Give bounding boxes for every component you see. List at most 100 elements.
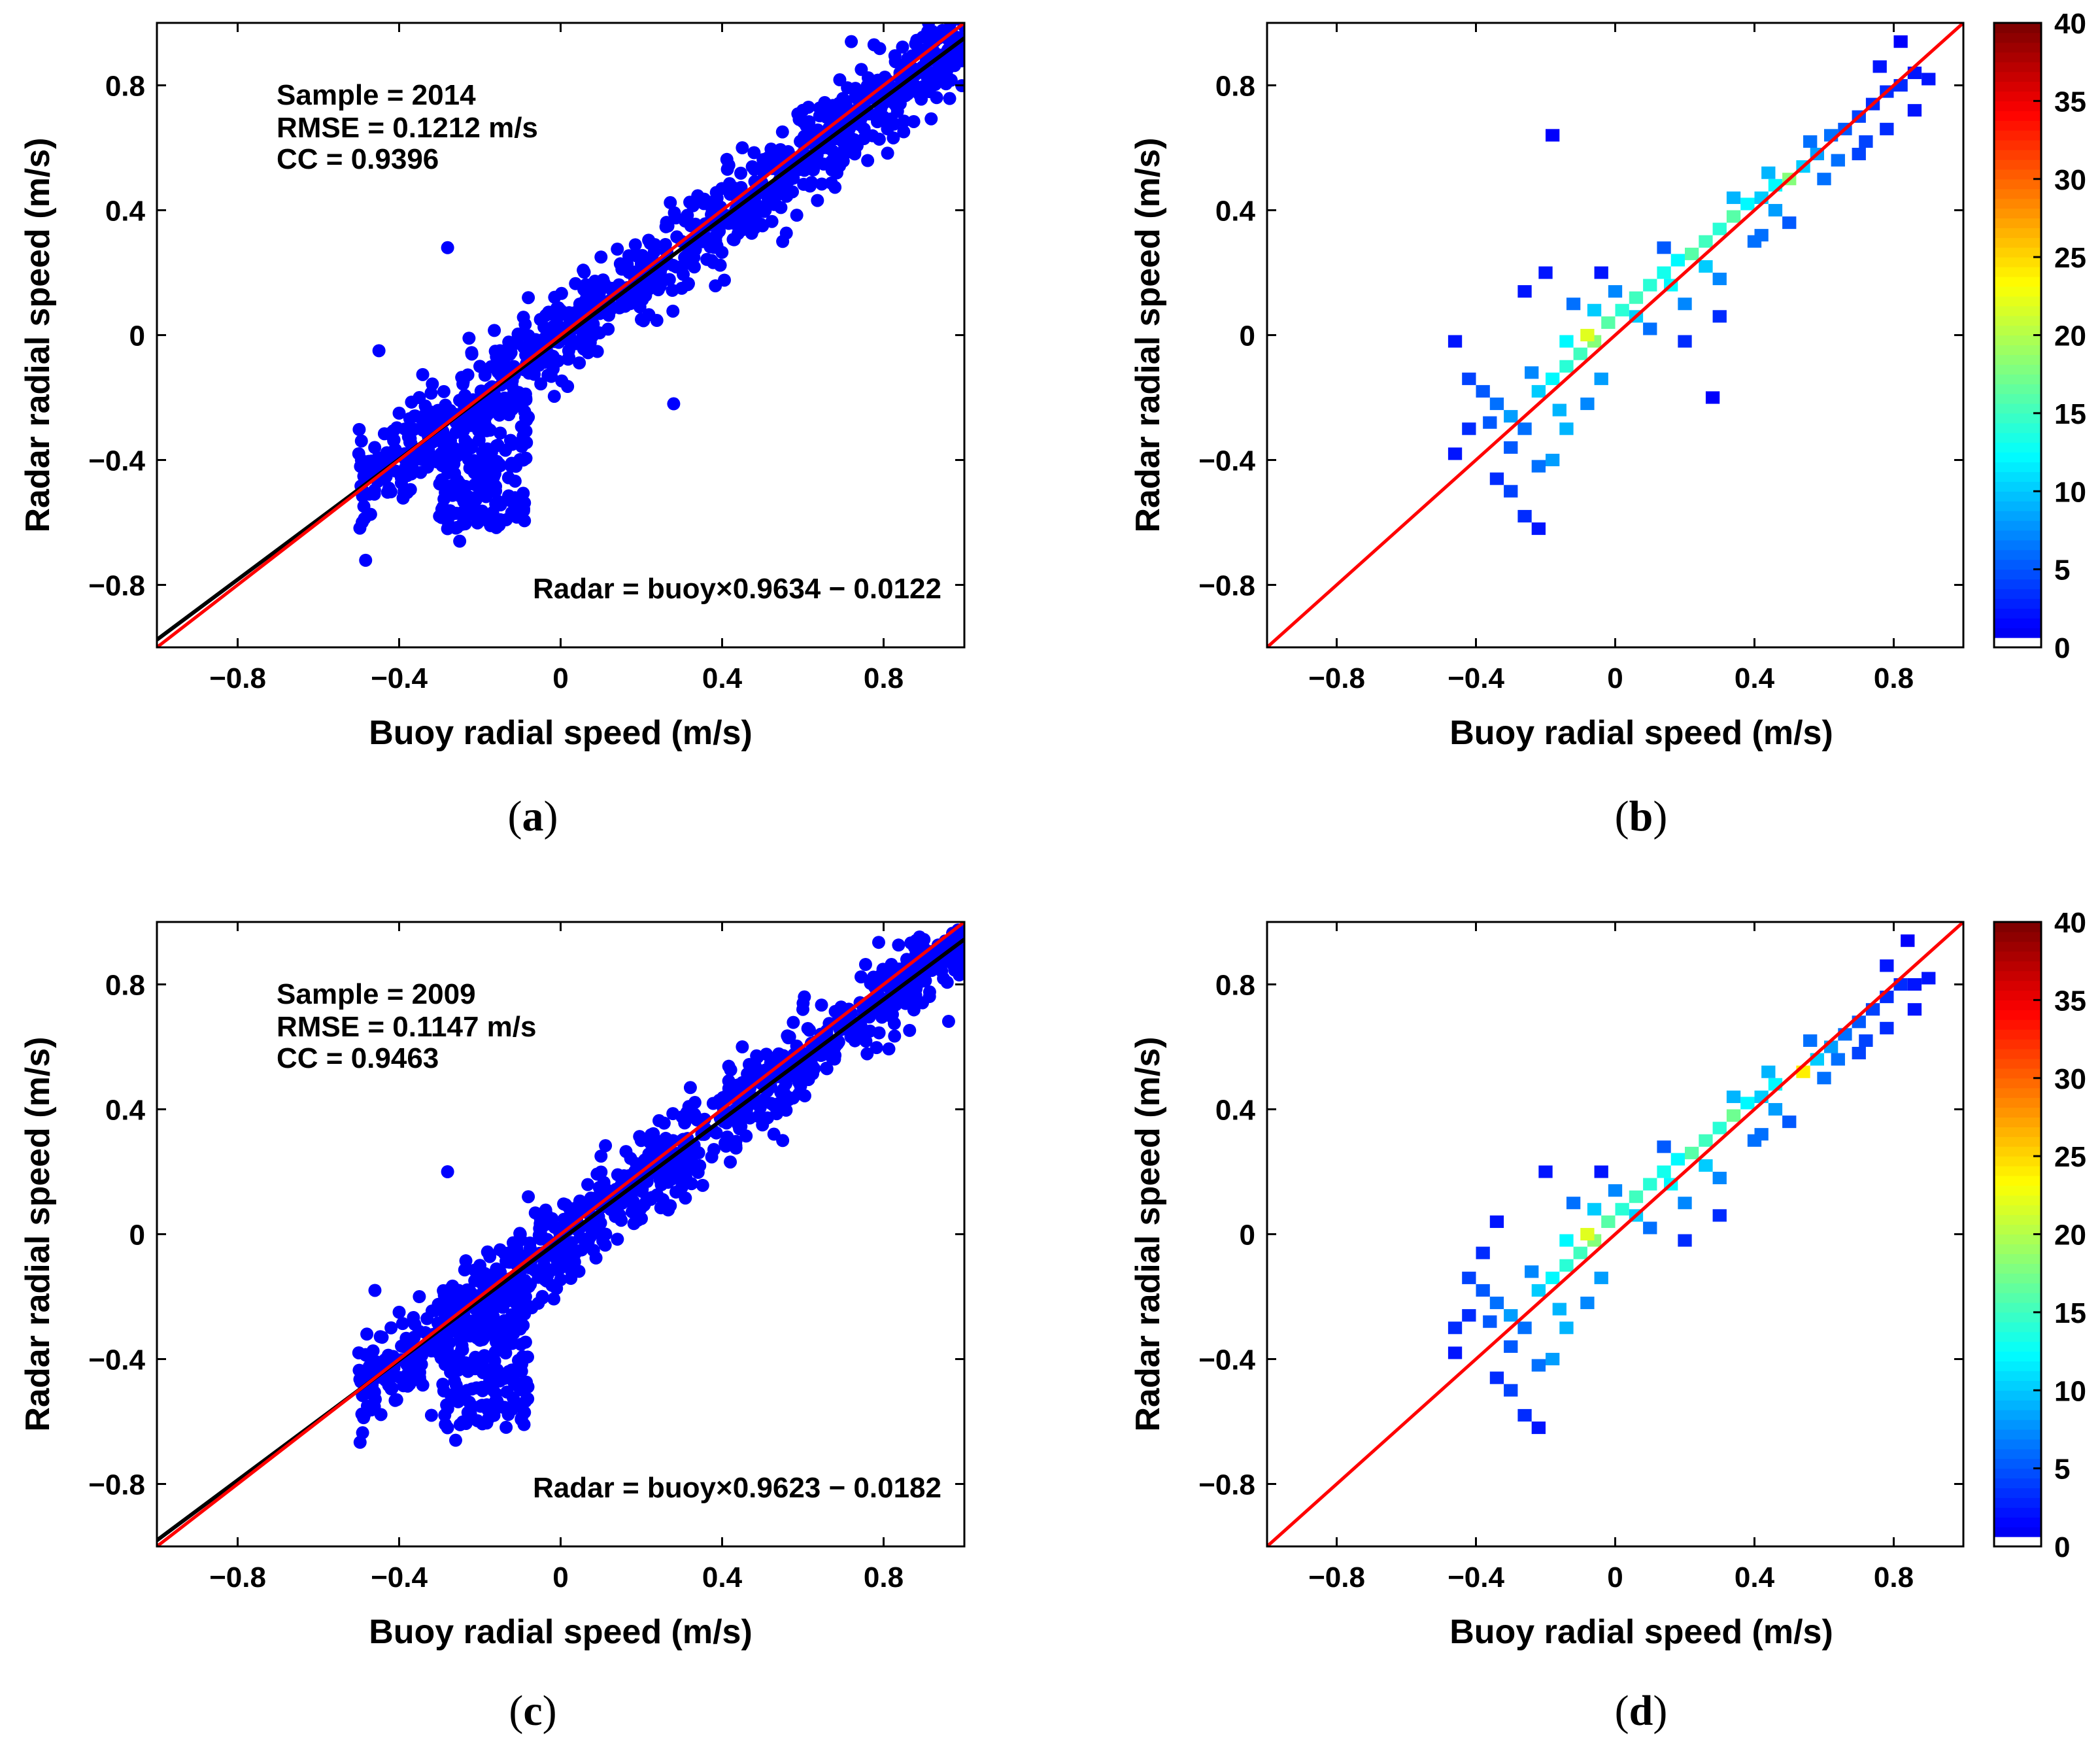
colorbar-swatch <box>1994 608 2041 619</box>
scatter-point <box>555 374 569 388</box>
colorbar-swatch <box>1994 1156 2041 1167</box>
heatmap-cell <box>1580 398 1595 411</box>
heatmap-cell <box>1699 235 1713 248</box>
scatter-point <box>824 176 838 190</box>
scatter-point <box>533 313 547 326</box>
heatmap-cell <box>1831 154 1845 167</box>
scatter-point <box>693 1159 707 1172</box>
fit-line <box>157 36 964 641</box>
heatmap-cell <box>1678 335 1692 348</box>
heatmap-cell <box>1740 1097 1755 1110</box>
heatmap-cell <box>1517 509 1532 522</box>
heatmap-cell <box>1712 273 1727 286</box>
colorbar-swatch <box>1994 188 2041 199</box>
heatmap-cell <box>1608 1184 1623 1197</box>
scatter-point <box>916 996 930 1010</box>
scatter-point <box>494 406 508 420</box>
scatter-point <box>857 122 871 136</box>
scatter-point <box>758 203 772 217</box>
colorbar-swatch <box>1994 422 2041 434</box>
y-tick-label: 0 <box>1240 1219 1255 1252</box>
scatter-point <box>624 1170 637 1184</box>
colorbar-swatch <box>1994 1458 2041 1469</box>
scatter-point <box>870 1041 883 1055</box>
scatter-point <box>398 1340 411 1354</box>
heatmap-cell <box>1462 1271 1476 1284</box>
scatter-point <box>888 995 902 1009</box>
scatter-point <box>454 490 468 504</box>
plot-content <box>1267 922 1963 1546</box>
scatter-point <box>669 1159 683 1173</box>
heatmap-cell <box>1615 1202 1629 1216</box>
heatmap-cell <box>1657 266 1671 279</box>
colorbar-swatch <box>1994 638 2041 648</box>
scatter-point <box>736 1040 749 1053</box>
y-tick-label: 0.4 <box>1215 1095 1256 1127</box>
heatmap-cell <box>1712 1172 1727 1185</box>
scatter-point <box>858 958 872 972</box>
scatter-point <box>635 1212 648 1225</box>
scatter-point <box>816 109 830 122</box>
scatter-point <box>501 471 515 485</box>
heatmap-cell <box>1462 372 1476 385</box>
colorbar-swatch <box>1994 559 2041 570</box>
scatter-point <box>513 1227 527 1241</box>
scatter-point <box>550 301 564 315</box>
scatter-point <box>513 328 527 342</box>
scatter-point <box>650 314 664 328</box>
scatter-point <box>574 1202 588 1216</box>
scatter-point <box>472 488 486 502</box>
scatter-point <box>469 1381 483 1395</box>
scatter-point <box>490 1262 503 1276</box>
colorbar-swatch <box>1994 579 2041 590</box>
scatter-point <box>855 63 868 77</box>
scatter-point <box>522 366 535 380</box>
heatmap-cell <box>1901 934 1915 947</box>
heatmap-cell <box>1880 1021 1894 1034</box>
scatter-point <box>481 422 495 435</box>
scatter-point <box>777 1083 790 1097</box>
heatmap-cell <box>1531 1284 1546 1297</box>
scatter-point <box>683 1081 697 1095</box>
colorbar-swatch <box>1994 1166 2041 1176</box>
colorbar-swatch <box>1994 267 2041 277</box>
scatter-point <box>441 1421 454 1435</box>
colorbar-swatch <box>1994 1000 2041 1010</box>
scatter-point <box>455 1343 469 1357</box>
heatmap-cell <box>1531 384 1546 398</box>
scatter-point <box>479 460 493 473</box>
y-tick-label: 0 <box>129 1219 145 1252</box>
scatter-point <box>897 125 911 139</box>
scatter-point <box>353 521 367 535</box>
scatter-point <box>441 1342 454 1356</box>
scatter-point <box>686 199 700 213</box>
colorbar-swatch <box>1994 471 2041 482</box>
scatter-point <box>885 112 898 126</box>
heatmap-cell <box>1803 1034 1818 1047</box>
scatter-point <box>798 1089 811 1102</box>
heatmap-cell <box>1546 129 1560 142</box>
heatmap-cell <box>1517 422 1532 435</box>
scatter-point <box>664 1199 677 1212</box>
colorbar-swatch <box>1994 1448 2041 1459</box>
y-tick-label: 0.8 <box>1215 970 1255 1002</box>
heatmap-cell <box>1678 1197 1692 1210</box>
colorbar-swatch <box>1994 325 2041 336</box>
scatter-point <box>684 250 698 264</box>
colorbar-tick-label: 40 <box>2054 907 2086 939</box>
scatter-point <box>696 1178 709 1192</box>
scatter-point <box>373 1330 387 1344</box>
heatmap-cell <box>1657 241 1671 254</box>
scatter-point <box>424 1408 438 1422</box>
heatmap-cell <box>1504 1309 1518 1322</box>
scatter-point <box>658 237 672 251</box>
scatter-point <box>796 103 809 117</box>
scatter-point <box>955 899 968 912</box>
scatter-point <box>943 92 957 105</box>
heatmap-cell <box>1517 1408 1532 1422</box>
heatmap-cell <box>1678 1234 1692 1247</box>
colorbar-tick-label: 35 <box>2054 86 2086 118</box>
colorbar-swatch <box>1994 140 2041 150</box>
colorbar-swatch <box>1994 1146 2041 1157</box>
colorbar: 0 5 10 15 20 25 30 35 40 <box>1993 907 2086 1563</box>
